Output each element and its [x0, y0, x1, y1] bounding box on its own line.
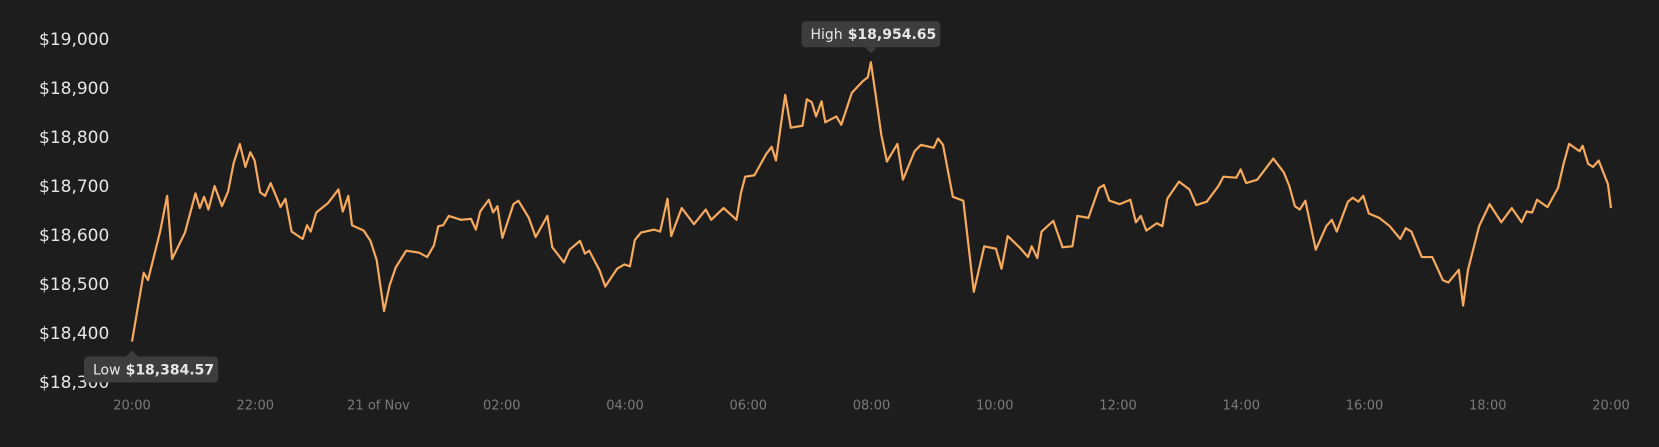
tooltip-box: [801, 21, 941, 48]
x-tick-label: 08:00: [853, 399, 890, 414]
price-line: [130, 61, 1613, 342]
tooltip-pointer: [126, 350, 138, 357]
tooltip-text: Low $18,384.57: [93, 363, 214, 379]
tooltip-label: Low: [93, 363, 121, 379]
x-tick-label: 02:00: [483, 399, 520, 414]
y-tick-label: $18,400: [39, 324, 109, 344]
x-tick-label: 18:00: [1469, 399, 1506, 414]
y-tick-label: $18,800: [39, 128, 109, 148]
y-tick-label: $18,600: [39, 226, 109, 246]
tooltip-value: $18,954.65: [848, 27, 937, 43]
x-tick-label: 12:00: [1099, 399, 1136, 414]
y-tick-label: $18,500: [39, 275, 109, 295]
x-tick-label: 21 of Nov: [347, 399, 410, 414]
x-tick-label: 16:00: [1346, 399, 1383, 414]
x-tick-label: 20:00: [113, 399, 150, 414]
tooltip-text: High $18,954.65: [811, 27, 937, 43]
x-tick-label: 10:00: [976, 399, 1013, 414]
x-tick-label: 20:00: [1592, 399, 1629, 414]
x-tick-label: 14:00: [1223, 399, 1260, 414]
x-tick-label: 04:00: [606, 399, 643, 414]
tooltip-label: High: [811, 27, 843, 43]
tooltip: Low $18,384.57: [84, 350, 219, 383]
x-tick-label: 22:00: [237, 399, 274, 414]
x-tick-label: 06:00: [730, 399, 767, 414]
y-tick-label: $18,900: [39, 79, 109, 99]
tooltip-pointer: [864, 47, 877, 54]
y-tick-label: $19,000: [39, 30, 109, 50]
tooltip-value: $18,384.57: [126, 363, 215, 379]
tooltip-box: [84, 356, 219, 383]
tooltip: High $18,954.65: [801, 21, 941, 54]
y-tick-label: $18,700: [39, 177, 109, 197]
